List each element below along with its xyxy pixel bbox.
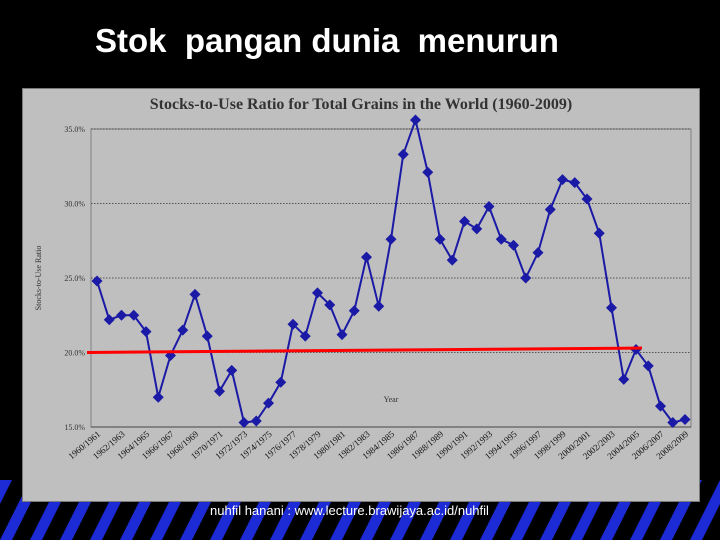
data-point bbox=[287, 318, 299, 330]
data-point bbox=[263, 397, 274, 409]
data-point bbox=[152, 391, 164, 403]
data-point bbox=[642, 360, 654, 372]
data-point bbox=[336, 329, 348, 341]
data-point bbox=[655, 400, 666, 412]
data-point bbox=[312, 287, 323, 299]
data-point bbox=[226, 364, 238, 376]
data-point bbox=[422, 166, 434, 178]
data-point bbox=[606, 302, 617, 314]
data-point bbox=[569, 177, 581, 189]
chart-frame: Stocks-to-Use Ratio for Total Grains in … bbox=[22, 88, 700, 502]
x-axis-label: Year bbox=[384, 395, 399, 404]
data-point bbox=[410, 114, 421, 126]
y-tick-label: 35.0% bbox=[64, 125, 85, 134]
trend-line bbox=[86, 346, 643, 354]
data-point bbox=[544, 203, 556, 215]
data-point bbox=[471, 223, 483, 235]
data-point bbox=[324, 299, 336, 311]
data-point bbox=[116, 309, 127, 321]
data-point bbox=[581, 193, 593, 205]
data-point bbox=[618, 373, 630, 385]
data-point bbox=[679, 414, 691, 426]
data-point bbox=[361, 251, 372, 263]
chart-title: Stocks-to-Use Ratio for Total Grains in … bbox=[150, 96, 573, 113]
data-point bbox=[434, 233, 446, 245]
data-point bbox=[495, 233, 507, 245]
data-point bbox=[140, 326, 152, 338]
data-point bbox=[201, 330, 213, 342]
data-point bbox=[593, 227, 605, 239]
data-point bbox=[373, 300, 385, 312]
data-point bbox=[103, 314, 115, 326]
stripe bbox=[690, 480, 720, 540]
data-point bbox=[459, 215, 470, 227]
y-axis-label: Stocks-to-Use Ratio bbox=[34, 246, 43, 311]
data-point bbox=[532, 247, 544, 259]
slide-title: Stok pangan dunia menurun bbox=[95, 22, 559, 59]
data-point bbox=[275, 376, 287, 388]
data-point bbox=[446, 254, 458, 266]
data-point bbox=[250, 415, 262, 427]
slide-left-border bbox=[0, 0, 18, 540]
data-point bbox=[520, 272, 532, 284]
data-point bbox=[189, 288, 201, 300]
y-tick-label: 20.0% bbox=[64, 349, 85, 358]
data-point bbox=[214, 385, 225, 397]
chart: Stocks-to-Use Ratio for Total Grains in … bbox=[34, 96, 692, 461]
data-point bbox=[177, 324, 189, 336]
data-point bbox=[348, 305, 360, 317]
data-point bbox=[385, 233, 397, 245]
data-point bbox=[557, 174, 568, 186]
data-point bbox=[397, 148, 409, 160]
data-point bbox=[483, 200, 495, 212]
y-tick-label: 25.0% bbox=[64, 274, 85, 283]
stripe bbox=[0, 480, 12, 504]
data-point bbox=[238, 417, 250, 429]
data-point bbox=[508, 239, 519, 251]
y-tick-label: 30.0% bbox=[64, 200, 85, 209]
slide-footer: nuhfil hanani : www.lecture.brawijaya.ac… bbox=[210, 503, 489, 518]
y-tick-label: 15.0% bbox=[64, 423, 85, 432]
data-point bbox=[128, 309, 140, 321]
data-point bbox=[91, 275, 103, 287]
data-point bbox=[667, 417, 679, 429]
data-point bbox=[299, 330, 311, 342]
